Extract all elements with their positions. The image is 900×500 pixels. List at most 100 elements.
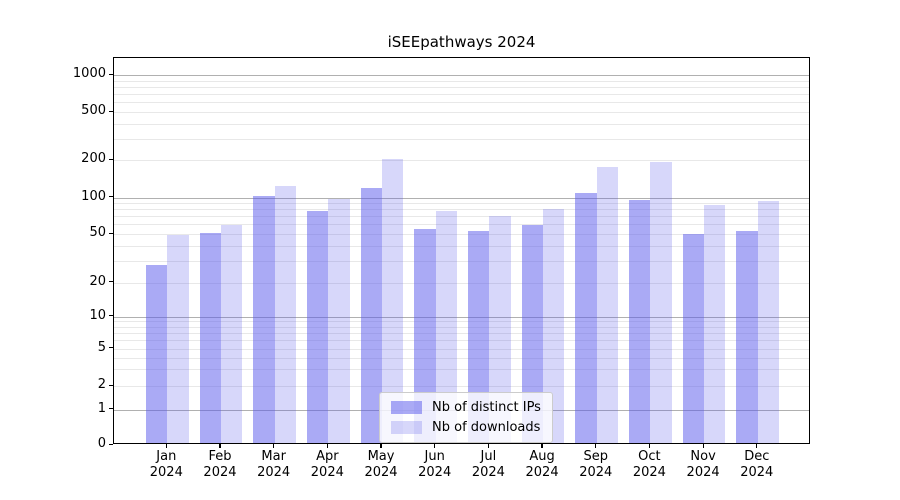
y-tick-mark-200 (109, 158, 113, 160)
x-tick-mark-sep (595, 444, 597, 448)
x-tick-mark-jul (487, 444, 489, 448)
x-tick-month: Jan (156, 449, 177, 464)
x-tick-label-nov: Nov 2024 (671, 449, 735, 481)
x-tick-mark-may (380, 444, 382, 448)
y-tick-mark-5 (109, 347, 113, 349)
minor-gridline-9 (114, 321, 809, 323)
x-tick-mark-nov (702, 444, 704, 448)
bar-distinct-ips-mar (253, 195, 275, 443)
bar-distinct-ips-jul (467, 230, 490, 443)
minor-gridline-8 (114, 326, 809, 328)
x-tick-year: 2024 (632, 465, 666, 480)
x-tick-year: 2024 (418, 465, 452, 480)
bar-distinct-ips-jun (414, 228, 436, 443)
x-tick-month: Feb (208, 449, 232, 464)
bar-distinct-ips-oct (629, 200, 651, 443)
x-tick-label-aug: Aug 2024 (510, 449, 574, 481)
y-tick-mark-100 (109, 196, 113, 198)
x-tick-label-oct: Oct 2024 (617, 449, 681, 481)
legend-label-distinct-ips: Nb of distinct IPs (432, 400, 541, 415)
x-tick-month: Oct (638, 449, 661, 464)
y-tick-label-1: 1 (97, 400, 106, 416)
x-tick-month: Jul (480, 449, 497, 464)
minor-gridline-600 (114, 102, 809, 104)
legend-swatch-downloads (391, 421, 422, 434)
x-tick-label-jan: Jan 2024 (134, 449, 198, 481)
minor-gridline-40 (114, 245, 809, 247)
bar-distinct-ips-may (360, 188, 382, 443)
bar-downloads-mar (274, 185, 297, 443)
x-tick-label-may: May 2024 (349, 449, 413, 481)
major-gridline-10 (114, 316, 809, 318)
legend: Nb of distinct IPs Nb of downloads (379, 392, 553, 443)
x-tick-label-dec: Dec 2024 (725, 449, 789, 481)
y-tick-mark-500 (109, 110, 113, 112)
y-tick-label-50: 50 (89, 225, 106, 240)
bar-downloads-nov (704, 204, 726, 443)
y-tick-label-200: 200 (81, 151, 106, 166)
x-tick-year: 2024 (364, 465, 398, 480)
x-tick-mark-apr (326, 444, 328, 448)
bar-distinct-ips-dec (736, 230, 758, 443)
x-tick-label-jul: Jul 2024 (456, 449, 520, 481)
x-tick-month: Nov (690, 449, 716, 464)
minor-gridline-6 (114, 340, 809, 342)
bar-downloads-sep (596, 166, 619, 443)
x-tick-year: 2024 (471, 465, 505, 480)
x-tick-label-mar: Mar 2024 (242, 449, 306, 481)
y-tick-mark-10 (109, 315, 113, 317)
legend-label-downloads: Nb of downloads (432, 420, 541, 435)
bar-distinct-ips-nov (682, 234, 705, 443)
legend-swatch-distinct-ips (391, 401, 422, 414)
y-tick-label-1000: 1000 (72, 66, 106, 81)
y-tick-mark-1 (109, 408, 113, 410)
bar-downloads-may (382, 158, 404, 443)
y-tick-label-10: 10 (89, 307, 106, 323)
bar-downloads-jun (435, 210, 458, 443)
minor-gridline-7 (114, 333, 809, 335)
legend-item-distinct-ips: Nb of distinct IPs (391, 400, 541, 415)
minor-gridline-200 (114, 160, 809, 161)
y-tick-label-0: 0 (97, 436, 106, 451)
y-tick-label-500: 500 (81, 103, 106, 118)
y-tick-mark-0 (109, 443, 113, 445)
y-tick-label-5: 5 (97, 339, 106, 355)
x-tick-year: 2024 (686, 465, 720, 480)
bar-distinct-ips-jan (145, 264, 168, 443)
x-tick-month: Aug (529, 449, 555, 464)
minor-gridline-4 (114, 357, 809, 359)
x-tick-mark-aug (541, 444, 543, 448)
x-tick-month: Jun (424, 449, 445, 464)
x-tick-mark-feb (219, 444, 221, 448)
bar-downloads-feb (220, 225, 243, 443)
minor-gridline-70 (114, 216, 809, 218)
minor-gridline-20 (114, 282, 809, 284)
minor-gridline-60 (114, 224, 809, 226)
bar-distinct-ips-feb (199, 233, 221, 443)
bar-downloads-jul (489, 215, 511, 443)
plot-area: Nb of distinct IPs Nb of downloads (113, 57, 810, 444)
bar-downloads-aug (543, 209, 565, 443)
minor-gridline-80 (114, 209, 809, 211)
y-tick-mark-20 (109, 281, 113, 283)
x-tick-month: Apr (316, 449, 339, 464)
x-tick-mark-dec (756, 444, 758, 448)
bar-distinct-ips-aug (521, 225, 544, 443)
x-tick-year: 2024 (310, 465, 344, 480)
bar-downloads-dec (757, 200, 780, 443)
x-tick-mark-jun (434, 444, 436, 448)
x-tick-label-jun: Jun 2024 (403, 449, 467, 481)
minor-gridline-90 (114, 203, 809, 205)
y-tick-label-100: 100 (81, 188, 106, 204)
x-tick-year: 2024 (740, 465, 774, 480)
x-tick-mark-mar (273, 444, 275, 448)
x-tick-year: 2024 (149, 465, 183, 480)
x-tick-month: Mar (261, 449, 286, 464)
x-tick-year: 2024 (203, 465, 237, 480)
minor-gridline-50 (114, 234, 809, 235)
minor-gridline-5 (114, 348, 809, 350)
x-tick-label-apr: Apr 2024 (295, 449, 359, 481)
y-tick-label-20: 20 (89, 273, 106, 289)
x-tick-year: 2024 (257, 465, 291, 480)
major-gridline-100 (114, 197, 809, 199)
